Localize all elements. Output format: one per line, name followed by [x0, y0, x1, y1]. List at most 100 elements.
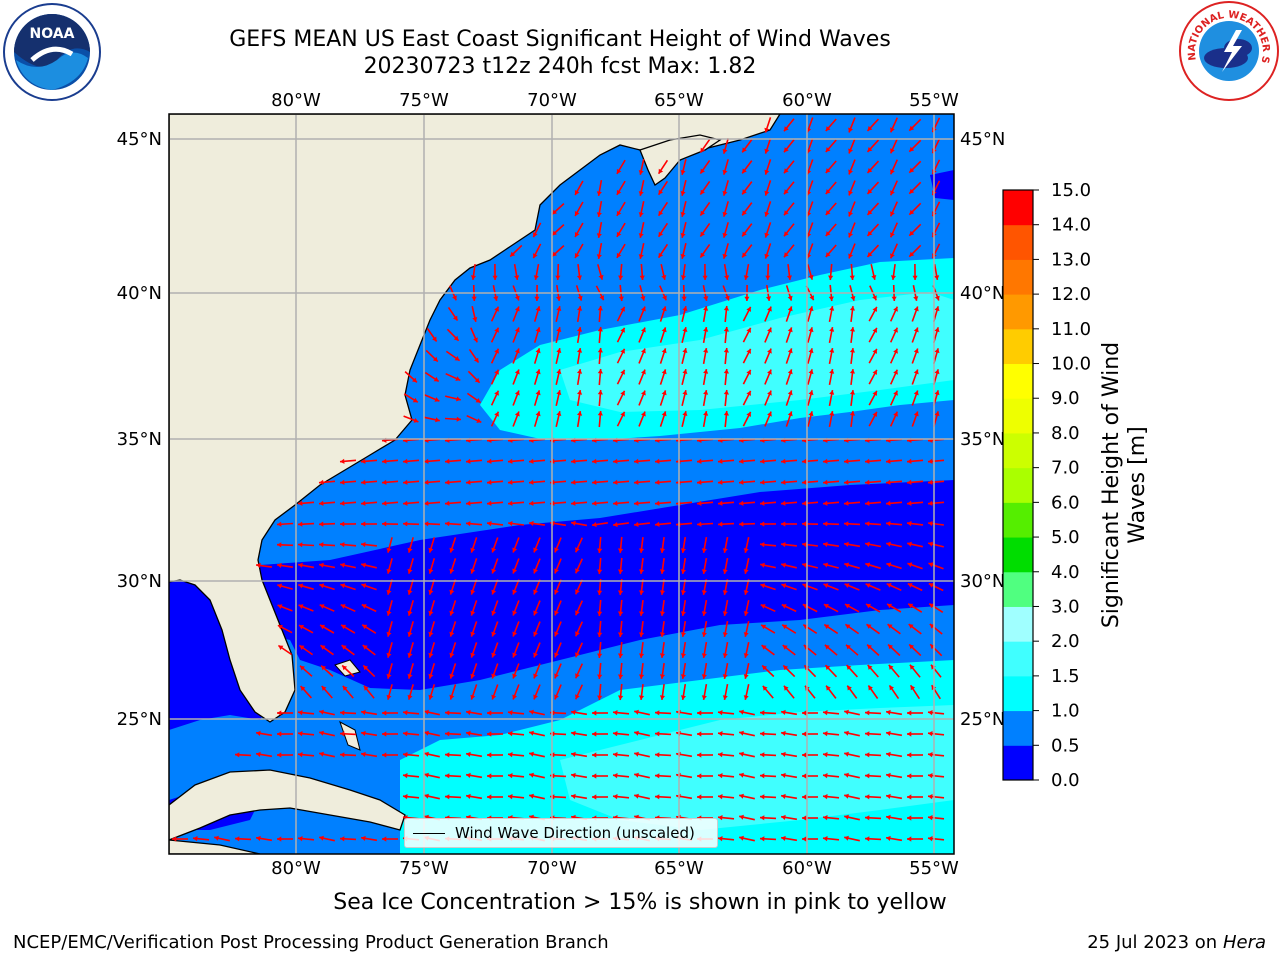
wave-arrow-head: [449, 673, 455, 679]
wave-arrow-head: [655, 773, 660, 779]
wave-arrow-head: [825, 252, 831, 257]
wave-arrow-head: [407, 589, 413, 595]
wave-arrow-head: [722, 148, 728, 154]
wave-arrow-head: [658, 210, 664, 216]
wave-arrow-head: [340, 731, 345, 737]
wave-arrow-head: [823, 773, 828, 779]
wave-arrow-head: [802, 836, 807, 842]
wave-arrow-head: [487, 773, 492, 779]
wave-arrow-head: [781, 730, 786, 736]
wave-arrow-head: [739, 479, 744, 485]
wave-arrow-head: [533, 631, 538, 637]
colorbar-tick-label: 9.0: [1051, 388, 1080, 409]
wave-arrow-head: [659, 653, 665, 658]
wave-arrow-head: [386, 589, 392, 595]
wave-arrow-head: [893, 390, 898, 396]
svg-text:40°N: 40°N: [960, 283, 1005, 304]
wave-arrow-head: [424, 521, 429, 527]
wave-arrow-head: [639, 275, 645, 280]
colorbar-ticks: 0.0 0.5 1.0 1.5 2.0 3.0 4.0 5.0 6.0 7.0 8.0 9.0 10.0…: [1033, 180, 1091, 791]
wave-arrow-head: [886, 793, 891, 799]
wave-arrow-head: [928, 562, 934, 568]
sea-ice-note: Sea Ice Concentration > 15% is shown in …: [333, 890, 947, 915]
wave-arrow-head: [909, 125, 915, 131]
wave-arrow-head: [554, 631, 559, 637]
wave-arrow-head: [829, 348, 835, 353]
wave-arrow-head: [760, 562, 765, 568]
wave-arrow-head: [340, 500, 345, 506]
wave-arrow-head: [823, 710, 828, 716]
wave-arrow-head: [403, 773, 408, 779]
wave-arrow-head: [574, 232, 580, 237]
wave-arrow-head: [743, 695, 749, 700]
wave-arrow-head: [554, 694, 559, 700]
wave-arrow-head: [825, 210, 831, 215]
wave-arrow-head: [574, 211, 580, 216]
wave-arrow-head: [886, 730, 891, 736]
colorbar-tick-label: 2.0: [1051, 631, 1080, 652]
wave-arrow-head: [907, 541, 912, 547]
colorbar-tick-label: 3.0: [1051, 596, 1080, 617]
wave-arrow-head: [363, 665, 369, 671]
wave-arrow-head: [781, 583, 787, 589]
wave-arrow-head: [928, 583, 934, 588]
wave-arrow-head: [641, 327, 646, 333]
wave-arrow-head: [424, 479, 429, 485]
wave-arrow-head: [320, 645, 326, 650]
wave-arrow-head: [781, 814, 786, 820]
svg-text:25°N: 25°N: [117, 709, 162, 730]
wave-arrow-head: [634, 751, 639, 757]
footer-date: 25 Jul 2023 on Hera: [1087, 932, 1266, 953]
wave-arrow-head: [445, 794, 450, 800]
wave-arrow-head: [449, 631, 455, 637]
wave-arrow-head: [781, 793, 786, 799]
wave-arrow-head: [491, 652, 497, 658]
wave-arrow-head: [616, 210, 622, 216]
wave-arrow-head: [412, 397, 418, 403]
wave-arrow-head: [534, 296, 540, 301]
svg-text:45°N: 45°N: [117, 129, 162, 150]
wave-arrow-head: [722, 169, 728, 175]
wave-arrow-head: [639, 632, 645, 637]
wave-arrow-head: [764, 148, 770, 154]
wave-arrow-head: [767, 411, 772, 417]
wave-arrow-head: [680, 275, 686, 280]
wave-arrow-head: [641, 348, 646, 354]
wave-arrow-head: [655, 521, 660, 527]
wave-arrow-head: [361, 500, 366, 506]
wave-arrow-head: [491, 694, 497, 700]
wave-arrow-head: [533, 673, 538, 679]
colorbar-tick-label: 13.0: [1051, 249, 1091, 270]
svg-text:55°W: 55°W: [909, 858, 959, 879]
wave-arrow-head: [445, 710, 450, 716]
map-plot-area: [169, 114, 954, 854]
wave-arrow-head: [802, 500, 807, 506]
wave-arrow-head: [823, 752, 828, 758]
wave-arrow-head: [449, 589, 455, 595]
colorbar-segment: [1003, 294, 1033, 330]
wave-arrow-head: [428, 631, 434, 637]
wave-arrow-head: [742, 147, 747, 153]
wave-arrow-head: [298, 710, 303, 716]
wave-arrow-head: [361, 521, 366, 527]
wave-arrow-head: [403, 479, 408, 485]
wave-arrow-head: [934, 348, 940, 354]
wave-arrow-head: [743, 548, 749, 553]
wave-arrow-head: [300, 686, 306, 691]
wave-arrow-head: [661, 275, 667, 280]
wave-arrow-head: [909, 209, 915, 215]
wave-arrow-head: [848, 211, 853, 217]
wave-arrow-head: [428, 673, 434, 679]
wave-arrow-head: [762, 685, 768, 691]
wave-arrow-head: [680, 548, 686, 553]
wave-arrow-head: [512, 589, 518, 595]
wave-arrow-head: [641, 369, 646, 375]
wave-arrow-head: [849, 306, 855, 311]
wave-arrow-head: [487, 794, 492, 800]
wave-arrow-head: [529, 709, 534, 715]
wave-arrow-head: [761, 645, 767, 650]
wave-arrow-head: [361, 542, 366, 548]
wave-arrow-head: [743, 632, 749, 637]
wave-arrow-head: [533, 589, 538, 595]
wave-arrow-head: [432, 356, 438, 362]
